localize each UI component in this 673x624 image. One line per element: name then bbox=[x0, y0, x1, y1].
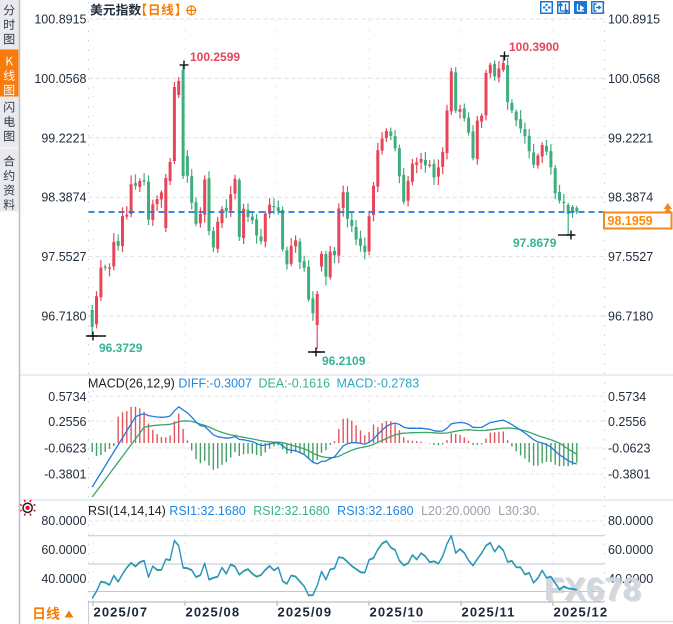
svg-text:2025/10: 2025/10 bbox=[370, 605, 425, 620]
svg-text:100.3900: 100.3900 bbox=[509, 40, 559, 54]
svg-text:-0.0623: -0.0623 bbox=[608, 442, 650, 456]
svg-text:98.3874: 98.3874 bbox=[41, 191, 86, 205]
svg-text:2025/09: 2025/09 bbox=[278, 605, 333, 620]
svg-text:96.2109: 96.2109 bbox=[322, 354, 366, 368]
svg-text:80.0000: 80.0000 bbox=[41, 514, 86, 528]
svg-text:2025/07: 2025/07 bbox=[94, 605, 149, 620]
svg-text:-0.0623: -0.0623 bbox=[44, 442, 86, 456]
svg-text:99.2221: 99.2221 bbox=[41, 131, 86, 145]
svg-text:100.0568: 100.0568 bbox=[34, 72, 86, 86]
svg-text:2025/12: 2025/12 bbox=[554, 605, 609, 620]
svg-text:0.2556: 0.2556 bbox=[48, 415, 86, 429]
svg-text:2025/11: 2025/11 bbox=[462, 605, 516, 620]
svg-text:97.5527: 97.5527 bbox=[608, 250, 653, 264]
svg-text:98.1959: 98.1959 bbox=[608, 214, 653, 228]
svg-text:98.3874: 98.3874 bbox=[608, 191, 653, 205]
svg-text:96.7180: 96.7180 bbox=[608, 310, 653, 324]
svg-text:60.0000: 60.0000 bbox=[608, 543, 653, 557]
svg-text:96.3729: 96.3729 bbox=[99, 341, 143, 355]
svg-text:2025/08: 2025/08 bbox=[186, 605, 241, 620]
svg-text:-0.3801: -0.3801 bbox=[44, 468, 86, 482]
svg-text:100.8915: 100.8915 bbox=[608, 13, 660, 27]
svg-text:100.0568: 100.0568 bbox=[608, 72, 660, 86]
svg-text:100.8915: 100.8915 bbox=[34, 13, 86, 27]
svg-text:40.0000: 40.0000 bbox=[41, 572, 86, 586]
svg-text:40.0000: 40.0000 bbox=[608, 572, 653, 586]
svg-text:97.5527: 97.5527 bbox=[41, 250, 86, 264]
svg-text:100.2599: 100.2599 bbox=[190, 50, 240, 64]
svg-text:80.0000: 80.0000 bbox=[608, 514, 653, 528]
svg-text:MACD(26,12,9) DIFF:-0.3007 DEA: MACD(26,12,9) DIFF:-0.3007 DEA:-0.1616 M… bbox=[88, 377, 419, 391]
svg-text:97.8679: 97.8679 bbox=[513, 236, 557, 250]
svg-text:-0.3801: -0.3801 bbox=[608, 468, 650, 482]
svg-text:0.5734: 0.5734 bbox=[608, 390, 646, 404]
svg-text:RSI(14,14,14) RSI1:32.1680 RSI: RSI(14,14,14) RSI1:32.1680 RSI2:32.1680 … bbox=[88, 504, 540, 518]
svg-text:60.0000: 60.0000 bbox=[41, 543, 86, 557]
svg-text:99.2221: 99.2221 bbox=[608, 131, 653, 145]
svg-text:0.2556: 0.2556 bbox=[608, 415, 646, 429]
svg-text:96.7180: 96.7180 bbox=[41, 310, 86, 324]
svg-text:0.5734: 0.5734 bbox=[48, 390, 86, 404]
